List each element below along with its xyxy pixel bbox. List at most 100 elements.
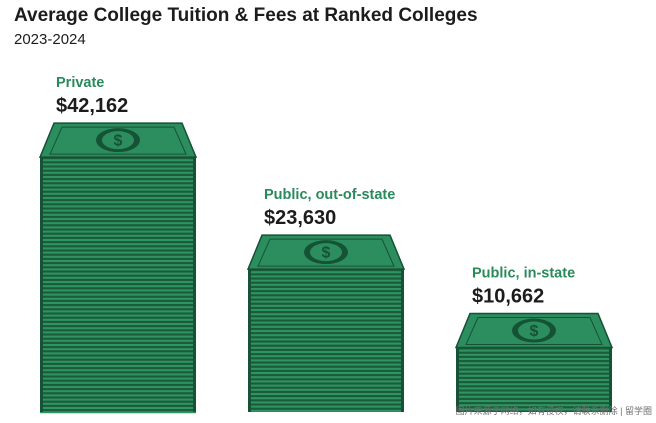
stack-shadow-left [40,157,43,412]
stack-shadow-right [193,157,196,412]
bill-edge [40,306,196,309]
bill-edge [40,339,196,342]
bill-edge [248,317,404,320]
bill-edge [40,180,196,183]
bill-edge [456,378,612,382]
bill-edge [40,335,196,338]
stack-shadow-right [401,269,404,412]
bill-edge [40,264,196,267]
bill-edge [456,366,612,369]
bill-edge [40,398,196,401]
bill-edge [40,381,196,384]
bill-edge [40,276,196,279]
bill-edge [40,205,196,208]
bill-edge [248,350,404,354]
bill-edge [248,397,404,400]
bill-edge [40,394,196,397]
top-bill-border [465,317,603,346]
dollar-sign-icon: $ [114,133,123,150]
bill-edge [456,404,612,407]
top-bill-border [49,126,187,155]
bill-edge [40,217,196,221]
bill-edge [248,279,404,282]
bill-edge [456,391,612,394]
bill-edge [456,349,612,352]
bill-edge [456,408,612,411]
bill-edge [40,352,196,355]
dollar-sign-icon: $ [322,245,331,262]
bill-edge [40,251,196,254]
bill-edge [40,238,196,242]
bill-edge [40,192,196,195]
bill-edge [40,234,196,237]
value-label: $42,162 [56,95,128,117]
bill-edge [248,296,404,299]
bill-edge [40,314,196,317]
bill-edge [40,301,196,305]
bill-edge [40,255,196,258]
bill-edge [40,226,196,229]
money-stack-1: $ [38,122,198,414]
bill-edge [248,300,404,303]
dollar-sign-icon: $ [530,323,539,340]
bill-edge [40,285,196,288]
dollar-emblem-inner [102,131,134,150]
value-label: $23,630 [264,207,336,229]
bill-edge [40,289,196,292]
bill-edge [40,184,196,187]
bill-edge [248,380,404,383]
bill-edge [456,353,612,356]
bill-edge [248,334,404,337]
bill-edge [40,171,196,174]
bill-edge [40,167,196,170]
bill-edge [248,304,404,307]
stack-shadow-left [248,269,251,412]
bill-edge [40,411,196,414]
bill-edge [248,308,404,312]
bill-edge [40,390,196,393]
bill-edge [40,406,196,410]
bill-edge [40,272,196,275]
dollar-emblem-inner [518,321,550,340]
bill-edge [248,401,404,404]
dollar-emblem-inner [310,243,342,262]
bill-edge [40,318,196,321]
bill-edge [40,377,196,380]
bill-edge [40,331,196,334]
bill-edge [456,395,612,398]
bill-edge [248,367,404,370]
chart-title: Average College Tuition & Fees at Ranked… [14,5,478,26]
bill-edge [40,268,196,271]
bill-edge [40,348,196,351]
bill-edge [456,399,612,403]
bill-edge [40,188,196,191]
value-label: $10,662 [472,286,544,308]
bill-edge [40,243,196,246]
bill-edge [248,271,404,274]
chart-subtitle: 2023-2024 [14,31,86,48]
bill-edge [40,360,196,363]
bill-edge [40,385,196,389]
bill-edge [456,387,612,390]
bill-edge [40,163,196,166]
bill-edge [248,355,404,358]
bill-edge [248,329,404,333]
bill-edge [456,370,612,373]
bill-edge [248,287,404,291]
bill-edge [40,327,196,330]
bill-edge [248,388,404,391]
bill-edge [40,322,196,326]
bill-edge [40,369,196,372]
bill-edge [40,373,196,376]
bill-edge [248,409,404,412]
bill-edge [248,292,404,295]
money-stack-2: $ [246,234,406,412]
bill-edge [40,343,196,347]
bill-edge [456,362,612,365]
bill-edge [248,359,404,362]
bill-edge [40,209,196,212]
bill-edge [248,313,404,316]
bill-edge [40,356,196,359]
bill-edge [248,275,404,278]
